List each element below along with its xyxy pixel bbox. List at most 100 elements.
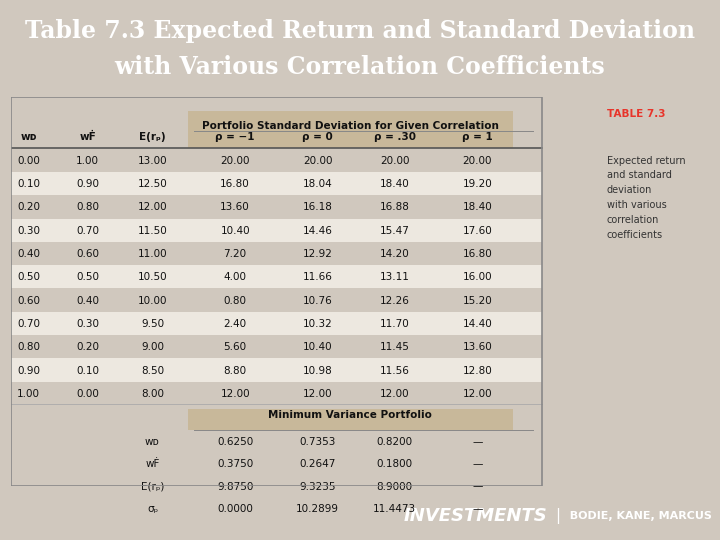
- Text: BODIE, KANE, MARCUS: BODIE, KANE, MARCUS: [562, 511, 711, 521]
- Text: 0.2647: 0.2647: [300, 460, 336, 469]
- FancyBboxPatch shape: [11, 265, 542, 288]
- Text: 12.26: 12.26: [379, 295, 410, 306]
- Text: 0.80: 0.80: [224, 295, 247, 306]
- FancyBboxPatch shape: [188, 409, 513, 430]
- Text: 12.00: 12.00: [220, 389, 250, 399]
- Text: 20.00: 20.00: [303, 156, 333, 166]
- Text: —: —: [472, 437, 482, 447]
- Text: 0.20: 0.20: [76, 342, 99, 352]
- Text: 0.70: 0.70: [17, 319, 40, 329]
- Text: 11.50: 11.50: [138, 226, 167, 235]
- Text: wᴅ: wᴅ: [20, 132, 37, 142]
- FancyBboxPatch shape: [11, 359, 542, 382]
- Text: 15.20: 15.20: [462, 295, 492, 306]
- Text: 0.80: 0.80: [17, 342, 40, 352]
- Text: Minimum Variance Portfolio: Minimum Variance Portfolio: [269, 410, 432, 420]
- Text: 9.8750: 9.8750: [217, 482, 253, 491]
- Text: 0.40: 0.40: [17, 249, 40, 259]
- Text: 0.1800: 0.1800: [377, 460, 413, 469]
- Text: Table 7.3 Expected Return and Standard Deviation: Table 7.3 Expected Return and Standard D…: [25, 19, 695, 43]
- Text: 0.50: 0.50: [76, 272, 99, 282]
- Text: 0.50: 0.50: [17, 272, 40, 282]
- Text: 10.00: 10.00: [138, 295, 167, 306]
- Text: —: —: [472, 504, 482, 514]
- FancyBboxPatch shape: [11, 172, 542, 195]
- Text: 13.60: 13.60: [220, 202, 250, 212]
- Text: 18.40: 18.40: [379, 179, 410, 189]
- Text: INVESTMENTS: INVESTMENTS: [403, 507, 547, 525]
- Text: ρ = 0: ρ = 0: [302, 132, 333, 142]
- Text: 0.80: 0.80: [76, 202, 99, 212]
- Text: 0.70: 0.70: [76, 226, 99, 235]
- Text: σₚ: σₚ: [147, 504, 158, 514]
- Text: 0.00: 0.00: [17, 156, 40, 166]
- Text: with Various Correlation Coefficients: with Various Correlation Coefficients: [114, 55, 606, 79]
- Text: 12.00: 12.00: [462, 389, 492, 399]
- Text: 10.40: 10.40: [303, 342, 333, 352]
- Text: 14.20: 14.20: [379, 249, 410, 259]
- Text: 16.00: 16.00: [462, 272, 492, 282]
- Text: 19.20: 19.20: [462, 179, 492, 189]
- FancyBboxPatch shape: [188, 111, 513, 148]
- Text: 0.90: 0.90: [17, 366, 40, 375]
- Text: wᴅ: wᴅ: [145, 437, 160, 447]
- Text: 12.00: 12.00: [379, 389, 410, 399]
- Text: 0.8200: 0.8200: [377, 437, 413, 447]
- Text: 9.50: 9.50: [141, 319, 164, 329]
- Text: 13.60: 13.60: [462, 342, 492, 352]
- Text: 0.30: 0.30: [76, 319, 99, 329]
- Text: 0.30: 0.30: [17, 226, 40, 235]
- Text: 0.40: 0.40: [76, 295, 99, 306]
- Text: 9.00: 9.00: [141, 342, 164, 352]
- Text: E(rₚ): E(rₚ): [139, 132, 166, 142]
- Text: 0.10: 0.10: [76, 366, 99, 375]
- Text: 15.47: 15.47: [379, 226, 410, 235]
- Text: 8.50: 8.50: [141, 366, 164, 375]
- Text: 20.00: 20.00: [220, 156, 250, 166]
- Text: 2.40: 2.40: [224, 319, 247, 329]
- Text: 11.00: 11.00: [138, 249, 167, 259]
- Text: TABLE 7.3: TABLE 7.3: [607, 109, 665, 119]
- Text: 8.00: 8.00: [141, 389, 164, 399]
- Text: 14.46: 14.46: [303, 226, 333, 235]
- Text: Expected return
and standard
deviation
with various
correlation
coefficients: Expected return and standard deviation w…: [607, 156, 685, 240]
- Text: 10.76: 10.76: [303, 295, 333, 306]
- Text: 20.00: 20.00: [380, 156, 409, 166]
- Text: 0.3750: 0.3750: [217, 460, 253, 469]
- Text: 11.45: 11.45: [379, 342, 410, 352]
- Text: 16.80: 16.80: [220, 179, 250, 189]
- Text: 11.4473: 11.4473: [373, 504, 416, 514]
- Text: 10.50: 10.50: [138, 272, 167, 282]
- Text: |: |: [555, 508, 561, 524]
- Text: 13.11: 13.11: [379, 272, 410, 282]
- Text: ρ = .30: ρ = .30: [374, 132, 415, 142]
- Text: —: —: [472, 460, 482, 469]
- Text: wḞ: wḞ: [145, 460, 160, 469]
- FancyBboxPatch shape: [11, 219, 542, 242]
- Text: E(rₚ): E(rₚ): [141, 482, 164, 491]
- Text: 0.60: 0.60: [76, 249, 99, 259]
- Text: 20.00: 20.00: [462, 156, 492, 166]
- Text: 0.60: 0.60: [17, 295, 40, 306]
- Text: 10.98: 10.98: [303, 366, 333, 375]
- Text: 0.6250: 0.6250: [217, 437, 253, 447]
- Text: 12.50: 12.50: [138, 179, 167, 189]
- Text: 9.3235: 9.3235: [300, 482, 336, 491]
- Text: 7.20: 7.20: [224, 249, 247, 259]
- Text: 16.18: 16.18: [303, 202, 333, 212]
- Text: 11.70: 11.70: [379, 319, 410, 329]
- Text: 18.40: 18.40: [462, 202, 492, 212]
- Text: 12.00: 12.00: [138, 202, 167, 212]
- Text: 0.7353: 0.7353: [300, 437, 336, 447]
- Text: wḞ: wḞ: [79, 132, 96, 142]
- Text: 17.60: 17.60: [462, 226, 492, 235]
- Text: 16.88: 16.88: [379, 202, 410, 212]
- Text: 12.80: 12.80: [462, 366, 492, 375]
- Text: 14.40: 14.40: [462, 319, 492, 329]
- Text: 16.80: 16.80: [462, 249, 492, 259]
- Text: 8.9000: 8.9000: [377, 482, 413, 491]
- Text: 11.66: 11.66: [303, 272, 333, 282]
- Text: 5.60: 5.60: [224, 342, 247, 352]
- Text: ρ = −1: ρ = −1: [215, 132, 255, 142]
- Text: —: —: [472, 482, 482, 491]
